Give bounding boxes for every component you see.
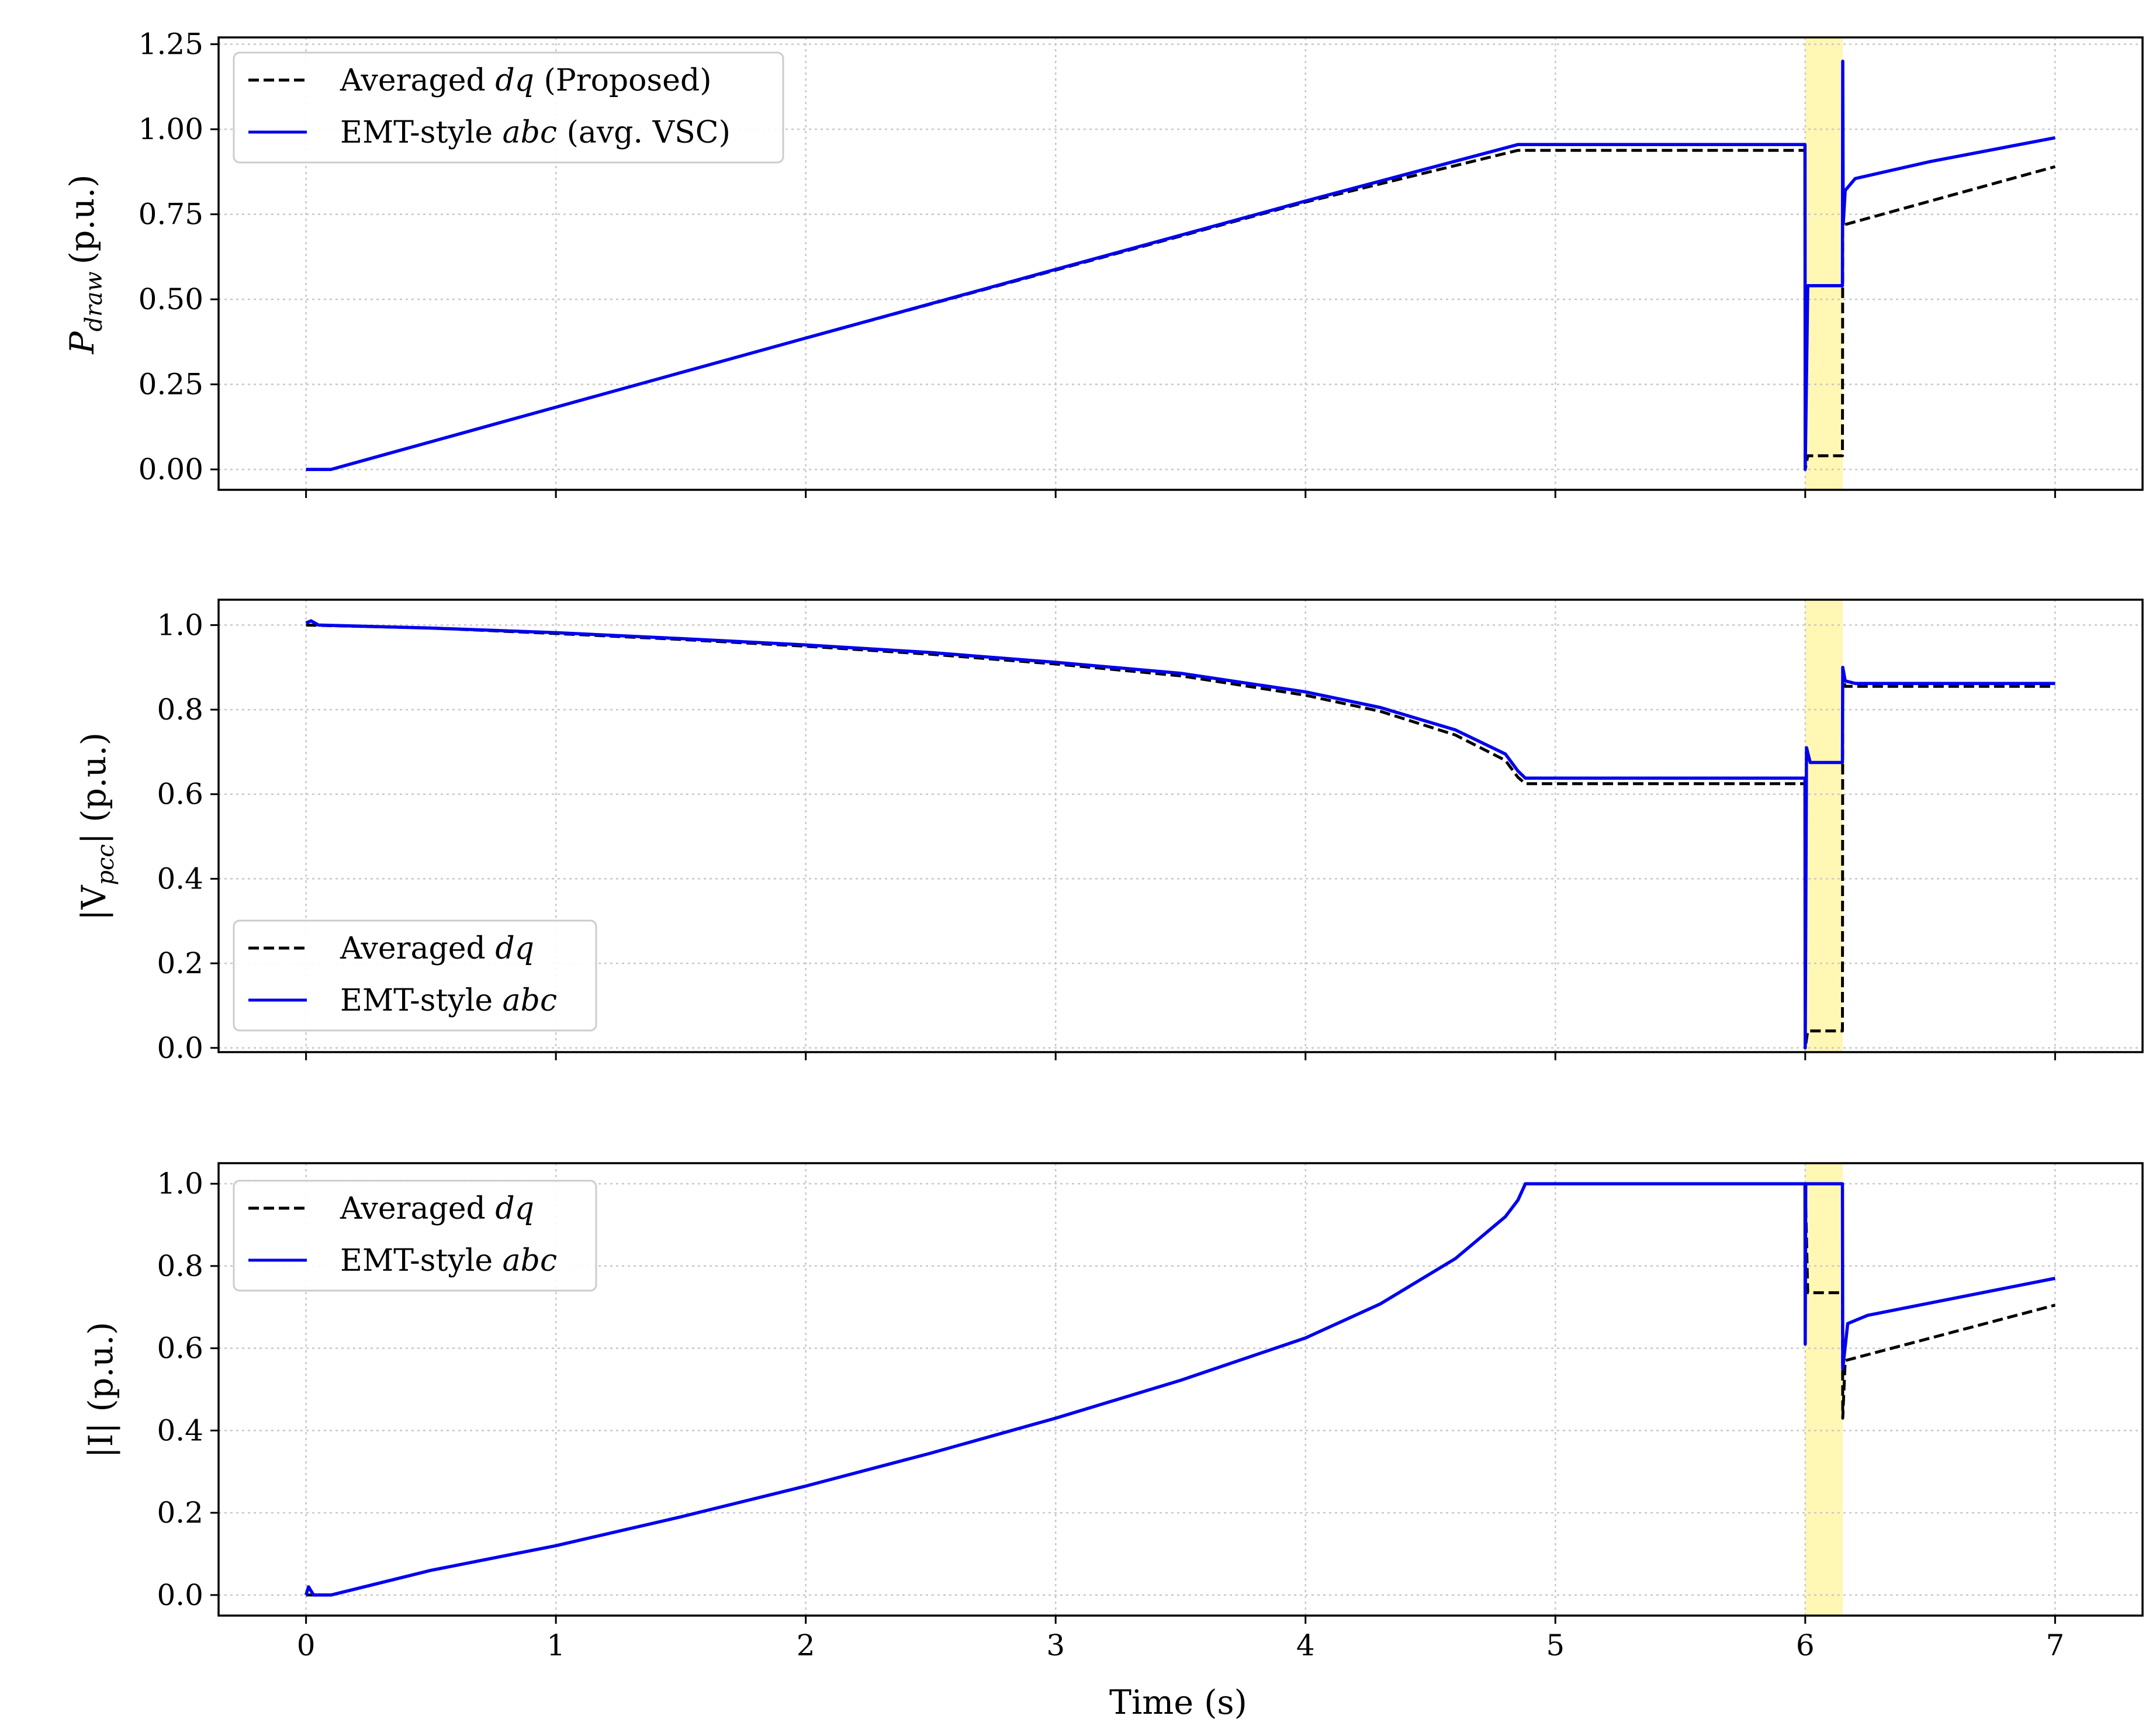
legend-abc-label: EMT-style abc (avg. VSC) (340, 115, 731, 150)
legend-abc-label: EMT-style abc (340, 983, 557, 1018)
legend-dq-label: Averaged dq (Proposed) (340, 63, 712, 98)
y-tick-label: 0.00 (139, 452, 203, 486)
panel-power-draw: 0.00 0.25 0.50 0.75 1.00 1.25 Pdraw(p.u.) Ave… (63, 27, 2144, 498)
power-draw-plot: 0.00 0.25 0.50 0.75 1.00 1.25 (139, 27, 2144, 498)
pcc-voltage-legend: Averaged dq EMT-style abc (233, 919, 597, 1032)
axes-frame (217, 599, 2144, 1053)
series-line-abc (305, 619, 2055, 1050)
x-axis-label: Time (s) (1109, 1683, 1247, 1722)
x-tick-label: 4 (1296, 1628, 1315, 1662)
series-line-abc (304, 1182, 2055, 1597)
series-group (305, 619, 2055, 1050)
y-tick-label: 0.4 (157, 862, 203, 895)
x-tick-label: 0 (297, 1628, 316, 1662)
current-legend: Averaged dq EMT-style abc (233, 1180, 597, 1292)
axes-frame (217, 1162, 2144, 1617)
pcc-voltage-ylabel: |Vpcc| (p.u.) (75, 732, 119, 921)
panel-current: 0.0 0.2 0.4 0.6 0.8 1.0 0 1 2 3 4 5 6 7 |I| (p.u.) Av… (82, 1162, 2144, 1662)
y-tick-label: 0.2 (157, 1496, 203, 1530)
legend-abc-label: EMT-style abc (340, 1243, 557, 1278)
series-group (304, 1182, 2056, 1597)
panel-pcc-voltage: 0.0 0.2 0.4 0.6 0.8 1.0 |Vpcc| (p.u.) Average… (75, 599, 2144, 1065)
fault-interval-band (1805, 1163, 1843, 1616)
y-tick-label: 0.75 (139, 198, 203, 231)
y-tick-label: 1.25 (139, 27, 203, 61)
y-tick-label: 1.0 (157, 608, 203, 642)
y-tick-label: 0.25 (139, 368, 203, 402)
y-tick-label: 0.6 (157, 1332, 203, 1365)
current-plot: 0.0 0.2 0.4 0.6 0.8 1.0 0 1 2 3 4 5 6 7 (157, 1162, 2144, 1662)
y-tick-label: 0.0 (157, 1031, 203, 1065)
y-tick-label: 0.6 (157, 777, 203, 811)
y-tick-label: 1.0 (157, 1167, 203, 1201)
series-group (306, 59, 2056, 471)
y-tick-label: 1.00 (139, 112, 203, 146)
x-tick-label: 6 (1796, 1628, 1815, 1662)
legend-dq-label: Averaged dq (340, 1191, 534, 1226)
x-tick-label: 3 (1046, 1628, 1065, 1662)
fault-interval-band (1805, 37, 1843, 490)
y-tick-label: 0.8 (157, 693, 203, 727)
legend-frame (233, 919, 597, 1032)
x-tick-label: 1 (546, 1628, 565, 1662)
legend-dq-label: Averaged dq (340, 931, 534, 966)
pcc-voltage-plot: 0.0 0.2 0.4 0.6 0.8 1.0 (157, 599, 2144, 1065)
y-tick-label: 0.50 (139, 282, 203, 316)
current-ylabel: |I| (p.u.) (82, 1322, 120, 1458)
y-tick-label: 0.2 (157, 946, 203, 980)
x-tick-label: 2 (797, 1628, 815, 1662)
x-tick-label: 5 (1546, 1628, 1565, 1662)
axes-frame (217, 36, 2144, 491)
legend-frame (233, 51, 784, 164)
y-tick-label: 0.4 (157, 1413, 203, 1447)
fault-interval-band (1805, 600, 1843, 1052)
series-line-abc (306, 59, 2055, 471)
y-tick-label: 0.8 (157, 1249, 203, 1283)
power-draw-ylabel: Pdraw(p.u.) (63, 174, 108, 354)
x-tick-label: 7 (2046, 1628, 2064, 1662)
power-draw-legend: Averaged dq (Proposed) EMT-style abc (av… (233, 51, 784, 164)
y-tick-label: 0.0 (157, 1578, 203, 1612)
legend-frame (233, 1180, 597, 1292)
